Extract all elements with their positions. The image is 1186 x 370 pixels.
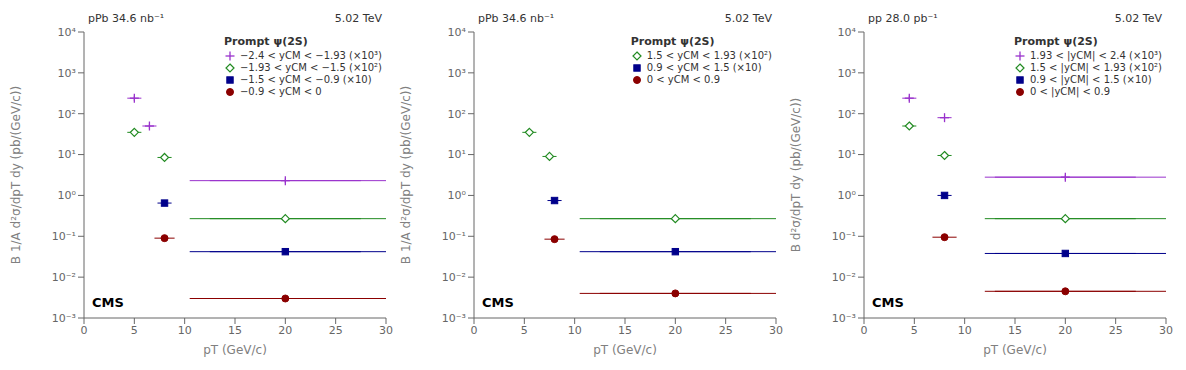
svg-text:10: 10 [178,324,192,337]
html-text:Prompt ψ(2S): Prompt ψ(2S) [630,35,715,48]
svg-text:0: 0 [471,324,478,337]
svg-text:15: 15 [1008,324,1022,337]
html-text:5.02 TeV: 5.02 TeV [1114,12,1162,25]
svg-text:10³: 10³ [838,67,856,80]
svg-text:10⁻³: 10⁻³ [52,312,76,325]
html-text:−0.9 < yCM < 0: −0.9 < yCM < 0 [240,86,322,97]
html-text:5.02 TeV: 5.02 TeV [724,12,772,25]
svg-text:0: 0 [81,324,88,337]
svg-text:10⁻¹: 10⁻¹ [442,230,466,243]
svg-text:pT (GeV/c): pT (GeV/c) [593,343,657,357]
svg-text:10²: 10² [448,108,466,121]
svg-text:10²: 10² [838,108,856,121]
svg-text:10⁻²: 10⁻² [442,271,466,284]
svg-text:10⁴: 10⁴ [838,26,857,39]
svg-text:B 1/A d²σ/dpT dy (pb/(GeV/c)): B 1/A d²σ/dpT dy (pb/(GeV/c)) [399,86,413,264]
svg-text:10¹: 10¹ [448,148,466,161]
svg-text:10: 10 [958,324,972,337]
svg-text:0: 0 [861,324,868,337]
html-text:Prompt ψ(2S): Prompt ψ(2S) [224,35,308,48]
html-text:Prompt ψ(2S): Prompt ψ(2S) [1014,35,1098,48]
svg-text:10: 10 [568,324,582,337]
html-text:5.02 TeV: 5.02 TeV [334,12,382,25]
svg-text:5: 5 [521,324,528,337]
svg-text:10⁰: 10⁰ [838,189,857,202]
svg-text:10⁻²: 10⁻² [832,271,856,284]
html-text:CMS: CMS [482,295,514,310]
html-text:CMS: CMS [872,295,904,310]
html-text:1.5 < yCM < 1.93 (×10²): 1.5 < yCM < 1.93 (×10²) [646,50,772,61]
svg-text:10⁻³: 10⁻³ [832,312,856,325]
html-text:pPb 34.6 nb⁻¹: pPb 34.6 nb⁻¹ [478,12,555,25]
html-text:−2.4 < yCM < −1.93 (×10³): −2.4 < yCM < −1.93 (×10³) [240,50,382,61]
svg-text:10⁴: 10⁴ [448,26,467,39]
html-text:CMS: CMS [92,295,124,310]
svg-text:10⁴: 10⁴ [58,26,77,39]
svg-text:pT (GeV/c): pT (GeV/c) [983,343,1047,357]
html-text:−1.93 < yCM < −1.5 (×10²): −1.93 < yCM < −1.5 (×10²) [240,62,382,73]
svg-text:10⁰: 10⁰ [58,189,77,202]
svg-text:pT (GeV/c): pT (GeV/c) [203,343,267,357]
svg-text:10¹: 10¹ [58,148,76,161]
svg-text:10⁻¹: 10⁻¹ [52,230,76,243]
html-text:1.93 < |yCM| < 2.4 (×10³): 1.93 < |yCM| < 2.4 (×10³) [1030,50,1162,61]
svg-text:10⁻³: 10⁻³ [442,312,466,325]
svg-text:5: 5 [911,324,918,337]
svg-text:20: 20 [278,324,292,337]
svg-text:5: 5 [131,324,138,337]
svg-text:15: 15 [228,324,242,337]
html-text:0.9 < yCM < 1.5 (×10): 0.9 < yCM < 1.5 (×10) [646,62,762,73]
svg-text:30: 30 [379,324,393,337]
html-text:pp 28.0 pb⁻¹: pp 28.0 pb⁻¹ [868,12,938,25]
svg-text:25: 25 [719,324,733,337]
svg-text:B d²σ/dpT dy (pb/(GeV/c)): B d²σ/dpT dy (pb/(GeV/c)) [789,98,803,253]
html-text:−1.5 < yCM < −0.9 (×10): −1.5 < yCM < −0.9 (×10) [240,74,372,85]
svg-text:10³: 10³ [58,67,76,80]
html-text:1.5 < |yCM| < 1.93 (×10²): 1.5 < |yCM| < 1.93 (×10²) [1030,62,1162,73]
svg-text:10⁰: 10⁰ [448,189,467,202]
svg-text:25: 25 [329,324,343,337]
svg-text:20: 20 [1058,324,1072,337]
html-text:0.9 < |yCM| < 1.5 (×10): 0.9 < |yCM| < 1.5 (×10) [1030,74,1152,85]
svg-text:10²: 10² [58,108,76,121]
svg-text:25: 25 [1109,324,1123,337]
svg-text:20: 20 [668,324,682,337]
svg-text:15: 15 [618,324,632,337]
svg-text:10⁻¹: 10⁻¹ [832,230,856,243]
svg-text:B 1/A d²σ/dpT dy (pb/(GeV/c)): B 1/A d²σ/dpT dy (pb/(GeV/c)) [9,86,23,264]
svg-text:10⁻²: 10⁻² [52,271,76,284]
html-text:pPb 34.6 nb⁻¹: pPb 34.6 nb⁻¹ [88,12,165,25]
svg-text:30: 30 [1159,324,1173,337]
html-text:0 < |yCM| < 0.9: 0 < |yCM| < 0.9 [1030,86,1110,97]
svg-text:10¹: 10¹ [838,148,856,161]
svg-text:30: 30 [769,324,783,337]
html-text:0 < yCM < 0.9: 0 < yCM < 0.9 [646,74,720,85]
svg-text:10³: 10³ [448,67,466,80]
